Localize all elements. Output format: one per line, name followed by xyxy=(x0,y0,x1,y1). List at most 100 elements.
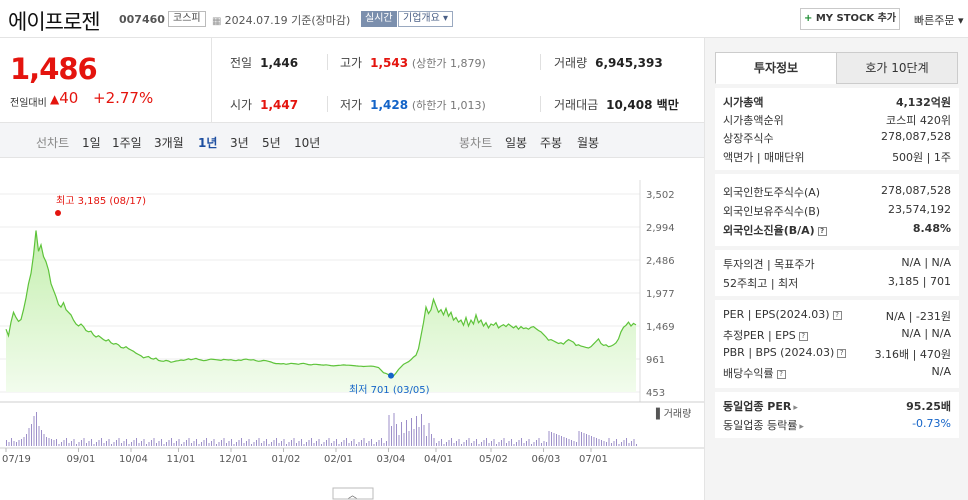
change-value: 40 xyxy=(59,89,79,107)
volume-bar xyxy=(468,438,470,446)
volume-bar xyxy=(66,438,67,446)
my-stock-add-button[interactable]: + MY STOCK 추가 xyxy=(800,8,900,30)
volume-bar xyxy=(21,439,22,446)
help-icon[interactable]: ? xyxy=(837,349,847,358)
volume-bar xyxy=(376,442,377,446)
stat-value: 1,543 xyxy=(370,56,409,70)
volume-bar xyxy=(603,441,605,446)
volume-bar xyxy=(103,443,105,446)
y-tick-label: 1,469 xyxy=(646,322,675,333)
volume-bar xyxy=(453,443,455,446)
volume-bar xyxy=(118,438,120,446)
volume-bar xyxy=(133,440,135,446)
volume-bar xyxy=(601,440,602,446)
period-5y[interactable]: 5년 xyxy=(262,136,281,150)
volume-bar xyxy=(608,438,610,446)
volume-bar xyxy=(356,444,357,446)
volume-bar xyxy=(368,441,370,446)
volume-bar xyxy=(263,441,265,446)
tab-orderbook[interactable]: 호가 10단계 xyxy=(836,52,958,84)
volume-bar xyxy=(31,424,32,446)
volume-bar xyxy=(313,443,315,446)
info-row: 시가총액 4,132억원 xyxy=(723,94,951,112)
stat-open: 시가 1,447 xyxy=(230,96,298,113)
row-value: N/A | N/A xyxy=(901,256,951,269)
info-row: 외국인한도주식수(A) 278,087,528 xyxy=(723,184,951,202)
row-key[interactable]: 동일업종 등락률 ▸ xyxy=(723,417,804,433)
candle-daily[interactable]: 일봉 xyxy=(505,136,528,150)
period-3y[interactable]: 3년 xyxy=(230,136,249,150)
volume-bar xyxy=(448,440,450,446)
volume-bar xyxy=(98,440,100,446)
chevron-up-icon: ︿ xyxy=(348,491,357,500)
info-row: 외국인보유주식수(B) 23,574,192 xyxy=(723,203,951,221)
help-icon[interactable]: ? xyxy=(798,332,808,341)
divider xyxy=(327,96,328,112)
volume-bar xyxy=(301,439,302,446)
volume-bar xyxy=(458,439,460,446)
quote-stats: 전일 1,446 고가 1,543 (상한가 1,879) 거래량 6,945,393… xyxy=(212,38,704,122)
volume-bar xyxy=(588,435,590,446)
row-value: 4,132억원 xyxy=(895,96,951,109)
stat-volume: 거래량 6,945,393 xyxy=(554,54,663,71)
volume-bar xyxy=(488,443,490,446)
triangle-up-icon: ▲ xyxy=(50,92,60,106)
help-icon[interactable]: ? xyxy=(776,370,786,379)
row-key-text: 추정PER | EPS xyxy=(723,329,796,342)
period-1w[interactable]: 1주일 xyxy=(112,136,142,150)
volume-bar xyxy=(626,438,627,446)
volume-bar xyxy=(211,441,212,446)
row-key: 외국인보유주식수(B) xyxy=(723,205,821,218)
company-overview-dropdown[interactable]: 기업개요 ▾ xyxy=(398,11,453,27)
volume-bar xyxy=(411,418,412,446)
volume-bar xyxy=(91,439,92,446)
collapse-chart-button[interactable] xyxy=(332,487,374,500)
period-1y[interactable]: 1년 xyxy=(198,136,218,150)
volume-bar xyxy=(471,443,472,446)
volume-bar xyxy=(101,438,102,446)
volume-bar xyxy=(348,443,350,446)
row-key: PBR | BPS (2024.03)? xyxy=(723,346,847,359)
tab-investment-info[interactable]: 투자정보 xyxy=(715,52,837,84)
card-valuation: PER | EPS(2024.03)? N/A | -231원 추정PER | E… xyxy=(715,300,959,388)
volume-bar xyxy=(436,443,437,446)
volume-bar xyxy=(96,442,97,446)
price-chart: 3,502 2,994 2,486 1,977 1,469 961 453 최고 3,185… xyxy=(0,158,704,500)
volume-bar xyxy=(276,438,277,446)
volume-bar xyxy=(143,439,145,446)
divider xyxy=(540,96,541,112)
row-key-text: 외국인소진율(B/A) xyxy=(723,224,815,237)
candle-monthly[interactable]: 월봉 xyxy=(577,136,600,150)
help-icon[interactable]: ? xyxy=(817,227,827,236)
quick-order-dropdown[interactable]: 빠른주문 ▾ xyxy=(914,14,964,27)
volume-bar xyxy=(168,440,170,446)
volume-bar xyxy=(191,443,192,446)
volume-bar xyxy=(401,422,402,446)
period-1d[interactable]: 1일 xyxy=(82,136,101,150)
volume-bar xyxy=(381,438,382,446)
volume-bar xyxy=(583,433,585,446)
y-tick-label: 453 xyxy=(646,388,665,399)
row-value: 3,185 | 701 xyxy=(887,275,951,288)
volume-bar xyxy=(76,444,77,446)
volume-bar xyxy=(213,439,215,446)
realtime-button[interactable]: 실시간 xyxy=(361,11,397,27)
period-10y[interactable]: 10년 xyxy=(294,136,321,150)
volume-bar xyxy=(8,442,10,446)
row-key[interactable]: 동일업종 PER ▸ xyxy=(723,398,798,414)
volume-bar xyxy=(473,441,475,446)
volume-bar xyxy=(106,441,107,446)
volume-bar xyxy=(138,443,140,446)
volume-bar xyxy=(231,439,232,446)
price-series-line xyxy=(5,230,637,377)
volume-bar xyxy=(428,423,430,446)
row-key-text: 배당수익률 xyxy=(723,367,774,380)
volume-bar xyxy=(68,443,70,446)
stat-label: 거래대금 xyxy=(554,98,599,112)
volume-bar xyxy=(353,439,355,446)
stat-label: 저가 xyxy=(340,98,363,112)
period-3m[interactable]: 3개월 xyxy=(154,136,184,150)
candle-weekly[interactable]: 주봉 xyxy=(540,136,563,150)
help-icon[interactable]: ? xyxy=(832,311,842,320)
row-key: 외국인한도주식수(A) xyxy=(723,186,821,199)
